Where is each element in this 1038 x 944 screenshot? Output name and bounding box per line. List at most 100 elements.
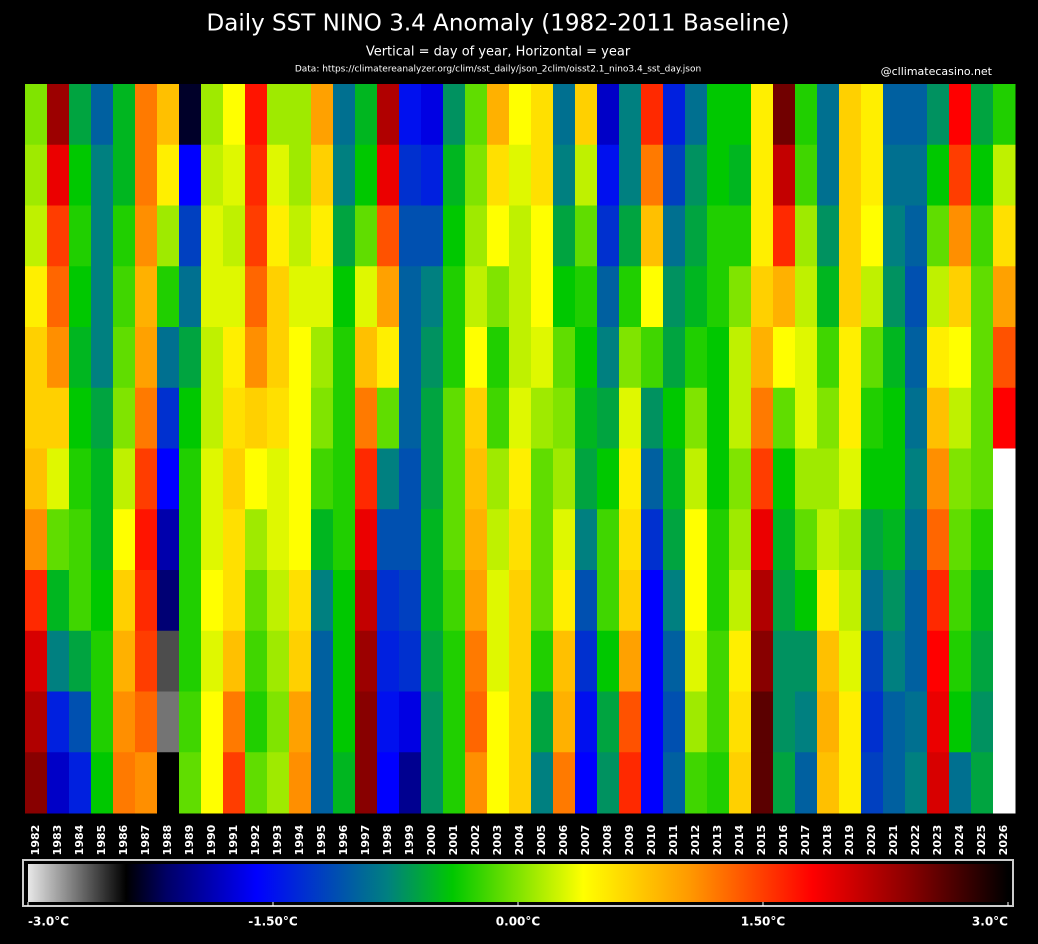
cell <box>839 691 862 753</box>
cell <box>267 144 290 206</box>
cell <box>289 509 312 571</box>
cell <box>883 630 906 692</box>
cell <box>201 691 224 753</box>
cell <box>575 327 598 389</box>
cell <box>861 327 884 389</box>
cell <box>531 144 554 206</box>
cell <box>883 205 906 267</box>
x-tick-label: 2021 <box>887 825 900 856</box>
x-tick-label: 1982 <box>29 825 42 856</box>
cell <box>509 144 532 206</box>
cell <box>421 752 444 814</box>
cell <box>355 448 378 510</box>
cell <box>465 84 488 146</box>
cell <box>597 448 620 510</box>
cell <box>707 509 730 571</box>
cell <box>619 266 642 328</box>
cell <box>113 266 136 328</box>
cell <box>69 630 92 692</box>
cell <box>179 387 202 449</box>
no-data <box>993 752 1016 814</box>
cell <box>201 448 224 510</box>
cell <box>729 205 752 267</box>
cell <box>795 509 818 571</box>
cell <box>311 448 334 510</box>
watermark: @cllimatecasino.net <box>881 65 993 78</box>
cell <box>69 570 92 632</box>
cell <box>927 144 950 206</box>
cell <box>971 266 994 328</box>
cell <box>289 144 312 206</box>
cell <box>883 752 906 814</box>
cell <box>487 448 510 510</box>
cell <box>861 387 884 449</box>
cell <box>949 205 972 267</box>
cell <box>47 327 70 389</box>
cell <box>861 144 884 206</box>
cell <box>553 387 576 449</box>
cell <box>905 630 928 692</box>
cell <box>179 509 202 571</box>
cell <box>201 509 224 571</box>
cell <box>773 448 796 510</box>
cell <box>157 691 180 753</box>
cell <box>949 448 972 510</box>
cell <box>641 630 664 692</box>
cell <box>685 691 708 753</box>
cell <box>575 205 598 267</box>
cell <box>685 630 708 692</box>
cell <box>113 630 136 692</box>
cell <box>25 570 48 632</box>
cell <box>883 509 906 571</box>
cell <box>135 387 158 449</box>
cell <box>839 509 862 571</box>
cell <box>377 630 400 692</box>
cell <box>575 84 598 146</box>
cell <box>905 84 928 146</box>
cell <box>861 448 884 510</box>
cell <box>69 84 92 146</box>
cell <box>641 509 664 571</box>
cell <box>509 266 532 328</box>
cell <box>685 327 708 389</box>
cell <box>685 752 708 814</box>
cell <box>267 448 290 510</box>
cell <box>729 630 752 692</box>
cell <box>157 205 180 267</box>
cell <box>47 448 70 510</box>
cell <box>289 387 312 449</box>
cell <box>839 205 862 267</box>
cell <box>773 570 796 632</box>
cell <box>707 327 730 389</box>
cell <box>311 205 334 267</box>
cell <box>113 509 136 571</box>
cell <box>641 266 664 328</box>
cell <box>333 570 356 632</box>
cell <box>575 630 598 692</box>
cell <box>773 752 796 814</box>
x-tick-label: 1996 <box>337 824 350 855</box>
cell <box>157 266 180 328</box>
cell <box>377 84 400 146</box>
cell <box>399 630 422 692</box>
cell <box>597 509 620 571</box>
cell <box>25 205 48 267</box>
cell <box>179 691 202 753</box>
x-tick-label: 2019 <box>843 825 856 856</box>
cell <box>443 266 466 328</box>
cell <box>949 630 972 692</box>
cell <box>663 448 686 510</box>
cell <box>707 752 730 814</box>
x-tick-label: 2013 <box>711 825 724 856</box>
cell <box>531 570 554 632</box>
cell <box>619 752 642 814</box>
cell <box>839 448 862 510</box>
cell <box>113 205 136 267</box>
cell <box>465 327 488 389</box>
cell <box>597 205 620 267</box>
cell <box>443 84 466 146</box>
cell <box>377 570 400 632</box>
cell <box>311 691 334 753</box>
cell <box>113 570 136 632</box>
cell <box>113 691 136 753</box>
